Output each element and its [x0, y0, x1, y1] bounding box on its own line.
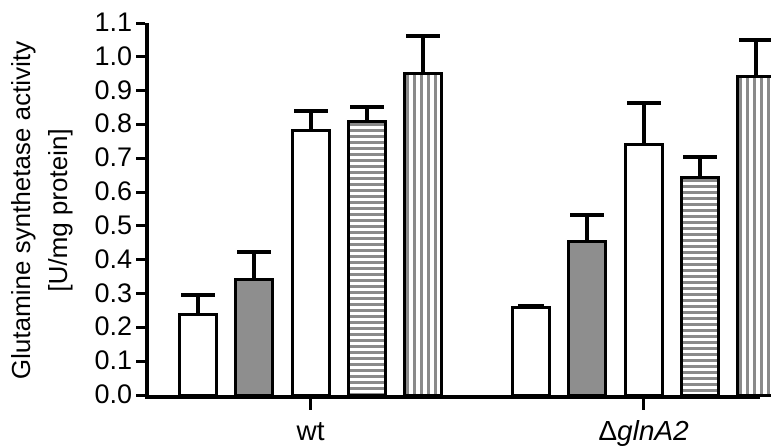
y-tick-label: 0.2 — [94, 311, 132, 342]
y-tick-label: 0.9 — [94, 74, 132, 105]
error-bar-cap — [293, 108, 328, 113]
error-bar-cap — [682, 154, 717, 159]
y-tick-label: 0.4 — [94, 243, 132, 274]
x-tick-label: ΔglnA2 — [598, 415, 689, 446]
x-tick — [642, 399, 645, 410]
bar — [679, 175, 720, 397]
error-bar-cap — [570, 213, 605, 218]
y-axis-line — [145, 23, 149, 395]
bar — [234, 277, 275, 397]
error-bar-stem — [753, 38, 758, 76]
error-bar-cap — [181, 292, 216, 297]
bar — [346, 120, 387, 397]
error-bar-stem — [420, 34, 425, 73]
y-axis-title-line2: [U/mg protein] — [43, 128, 73, 292]
y-tick-label: 0.8 — [94, 108, 132, 139]
error-bar-cap — [405, 34, 440, 39]
y-tick — [136, 55, 145, 59]
y-tick — [136, 190, 145, 194]
y-tick — [136, 325, 145, 329]
bar — [735, 75, 771, 397]
y-tick-label: 0.3 — [94, 277, 132, 308]
bar — [511, 306, 552, 397]
y-tick-label: 0.5 — [94, 209, 132, 240]
error-bar-stem — [252, 250, 257, 278]
error-bar-stem — [364, 105, 369, 121]
bar — [290, 128, 331, 397]
y-tick — [136, 393, 145, 397]
y-tick — [136, 224, 145, 228]
error-bar-cap — [349, 105, 384, 110]
error-bar-cap — [738, 38, 771, 43]
y-tick-label: 0.6 — [94, 176, 132, 207]
y-tick-label: 0.0 — [94, 379, 132, 409]
error-bar-stem — [308, 108, 313, 129]
y-tick — [136, 89, 145, 93]
y-tick — [136, 21, 145, 25]
error-bar-cap — [626, 100, 661, 105]
y-tick — [136, 258, 145, 262]
y-tick — [136, 359, 145, 363]
error-bar-cap — [237, 250, 272, 255]
y-tick — [136, 122, 145, 126]
error-bar-stem — [697, 154, 702, 176]
x-tick-label: wt — [296, 415, 325, 446]
y-tick-label: 0.7 — [94, 142, 132, 173]
y-axis-title-line1: Glutamine synthetase activity — [6, 40, 36, 380]
bar — [567, 240, 608, 397]
x-tick — [309, 399, 312, 410]
bar — [623, 143, 664, 397]
y-tick-label: 0.1 — [94, 345, 132, 376]
y-tick — [136, 292, 145, 296]
error-bar-cap — [518, 303, 545, 308]
y-tick-label: 1.1 — [94, 7, 132, 37]
error-bar-stem — [196, 292, 201, 313]
plot-area: 0.0 0.1 0.2 0.3 0.4 0.5 0.6 0.7 0.8 0.9 1.0 1.1 wt Δ… — [94, 9, 771, 446]
bar — [178, 312, 219, 397]
y-axis-title: Glutamine synthetase activity [U/mg prot… — [0, 0, 100, 420]
y-tick-label: 1.0 — [94, 40, 132, 71]
error-bar-stem — [641, 100, 646, 144]
y-tick — [136, 156, 145, 160]
bar — [402, 72, 443, 397]
x-axis-line — [145, 395, 760, 399]
error-bar-stem — [585, 213, 590, 241]
